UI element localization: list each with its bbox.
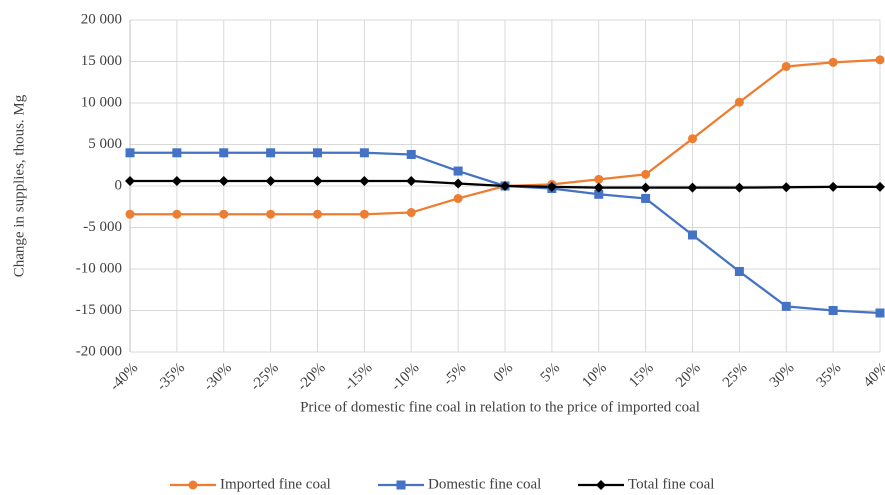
y-tick-label: -5 000 (83, 219, 122, 235)
point (641, 169, 651, 179)
x-axis-title: Price of domestic fine coal in relation … (300, 399, 700, 415)
point (781, 301, 791, 311)
legend-marker (188, 480, 198, 490)
point (313, 209, 322, 219)
y-tick-label: 15 000 (81, 53, 122, 69)
point (218, 176, 229, 187)
point (406, 149, 416, 159)
point (359, 209, 369, 219)
point (406, 176, 417, 187)
point (828, 181, 839, 192)
legend-item: Imported fine coal (170, 476, 331, 492)
x-tick-label: -30% (201, 360, 235, 394)
point (313, 148, 322, 158)
legend-marker (596, 480, 606, 490)
y-tick-label: -10 000 (76, 260, 122, 276)
legend-label: Total fine coal (628, 476, 714, 492)
y-axis-title: Change in supplies, thous. Mg (11, 94, 27, 277)
point (453, 166, 463, 176)
point (734, 97, 744, 107)
point (875, 55, 885, 65)
point (641, 193, 651, 203)
point (734, 182, 745, 193)
point (172, 209, 182, 219)
y-tick-label: 0 (115, 177, 123, 193)
point (219, 148, 229, 158)
legend-label: Imported fine coal (220, 476, 331, 492)
legend-item: Total fine coal (578, 476, 714, 492)
legend-item: Domestic fine coal (378, 476, 541, 492)
x-tick-label: -25% (248, 360, 282, 394)
x-tick-label: -5% (440, 360, 469, 389)
point (265, 176, 276, 187)
y-tick-label: -20 000 (76, 343, 122, 359)
point (266, 209, 276, 219)
x-tick-label: -40% (107, 360, 141, 394)
x-tick-label: -15% (341, 360, 375, 394)
point (781, 182, 792, 193)
point (500, 181, 510, 191)
point (266, 148, 276, 158)
point (453, 193, 463, 203)
x-tick-label: 40% (860, 360, 885, 391)
point (359, 148, 369, 158)
x-tick-label: 25% (720, 360, 751, 391)
point (688, 230, 697, 240)
point (546, 181, 557, 192)
point (875, 308, 885, 318)
x-tick-label: -10% (388, 360, 422, 394)
point (781, 61, 791, 71)
point (875, 181, 885, 192)
point (125, 209, 135, 219)
point (312, 176, 323, 187)
point (359, 176, 370, 187)
x-tick-label: 0% (491, 360, 516, 385)
x-tick-label: 30% (767, 360, 798, 391)
point (125, 148, 135, 158)
legend-label: Domestic fine coal (428, 476, 541, 492)
x-tick-label: -35% (154, 360, 188, 394)
point (219, 209, 229, 219)
point (171, 176, 182, 187)
point (594, 189, 604, 199)
legend-marker (396, 480, 406, 490)
x-tick-label: 5% (538, 360, 563, 385)
point (687, 182, 698, 193)
y-tick-label: 10 000 (81, 94, 122, 110)
point (828, 57, 838, 67)
x-tick-label: -20% (294, 360, 328, 394)
y-tick-label: 5 000 (88, 136, 122, 152)
point (406, 208, 416, 218)
point (172, 148, 182, 158)
x-tick-label: 20% (673, 360, 704, 391)
point (453, 178, 464, 189)
point (640, 182, 651, 193)
point (688, 134, 697, 144)
y-tick-label: 20 000 (81, 11, 122, 27)
x-tick-label: 35% (814, 360, 845, 391)
point (594, 174, 604, 184)
point (828, 306, 838, 315)
y-tick-label: -15 000 (76, 302, 122, 318)
x-tick-label: 15% (626, 360, 657, 391)
point (125, 176, 135, 187)
point (593, 182, 604, 193)
x-tick-label: 10% (579, 360, 610, 391)
point (734, 266, 744, 276)
